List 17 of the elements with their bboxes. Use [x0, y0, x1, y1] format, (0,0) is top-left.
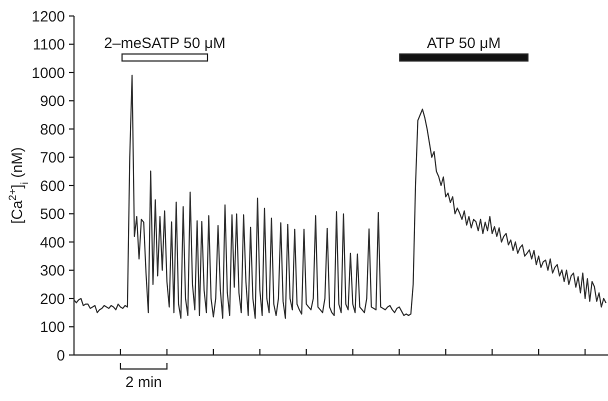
y-tick-label: 300: [40, 262, 65, 280]
y-tick-label: 700: [40, 150, 65, 166]
annotation: 2–meSATP 50 μM: [104, 35, 226, 52]
y-tick-label: 1200: [32, 8, 65, 26]
line-series: [73, 74, 607, 319]
y-tick-label: 1000: [32, 64, 65, 82]
y-tick-label: 800: [40, 121, 65, 138]
y-tick-label: 600: [40, 178, 65, 195]
y-tick-label: 400: [40, 234, 65, 252]
y-tick-label: 500: [40, 206, 65, 223]
text: 2 min: [125, 374, 162, 391]
y-tick-label: 900: [40, 93, 65, 110]
y-tick-label: 0: [56, 347, 65, 364]
y-tick-label: 200: [40, 290, 65, 308]
annotation: ATP 50 μM: [426, 35, 501, 52]
y-tick-label: 100: [40, 319, 65, 336]
y-tick-label: 1100: [32, 36, 65, 54]
